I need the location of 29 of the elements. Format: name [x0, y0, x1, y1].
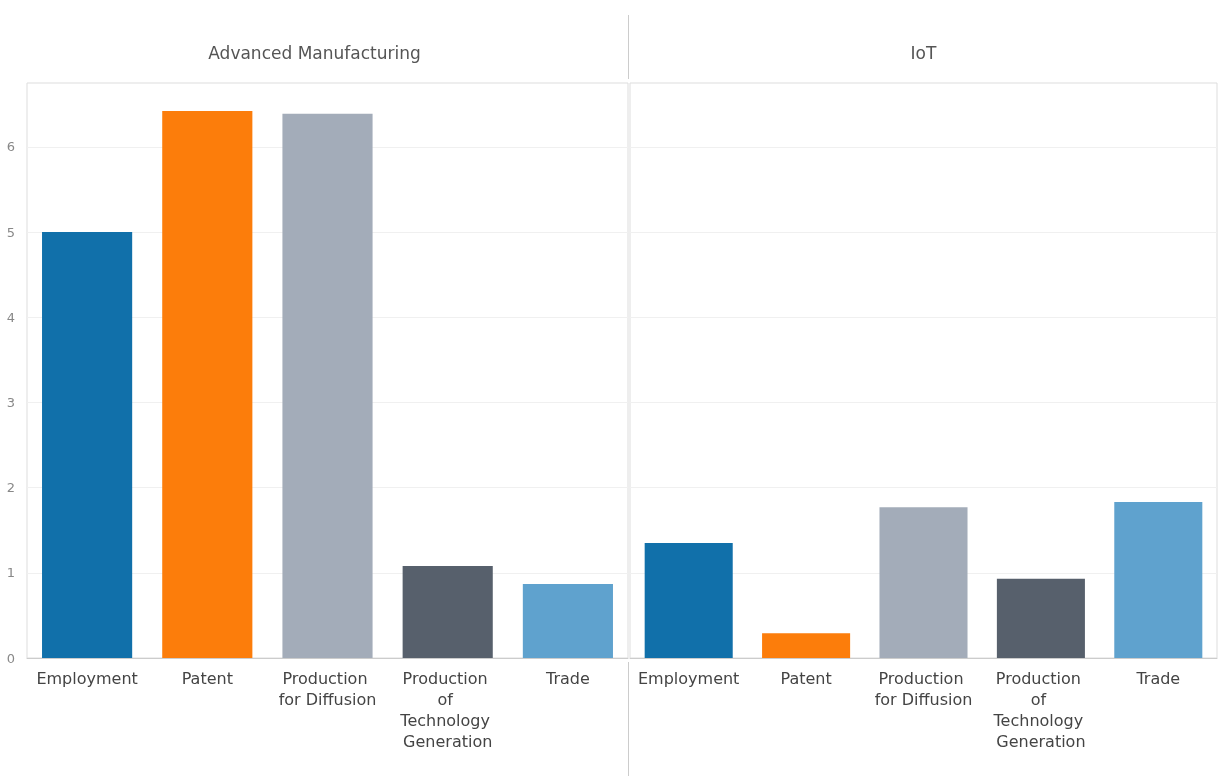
x-tick-label: Employment	[638, 669, 740, 688]
x-tick-label: Employment	[36, 669, 138, 688]
bar	[402, 566, 493, 658]
x-tick-label: Production of Technology Generation	[399, 669, 496, 751]
bar	[42, 232, 133, 658]
bar	[762, 633, 851, 658]
bar	[1114, 502, 1203, 658]
bar	[522, 583, 613, 658]
y-tick-label: 2	[6, 480, 15, 496]
bar	[644, 543, 733, 658]
x-tick-label: Patent	[181, 669, 233, 688]
x-tick-label: Production for Diffusion	[874, 669, 973, 709]
y-tick-label: 0	[6, 650, 15, 666]
bar	[996, 578, 1085, 658]
x-tick-label: Production for Diffusion	[278, 669, 377, 709]
chart-title: Advanced Manufacturing	[208, 42, 421, 63]
x-tick-label: Patent	[780, 669, 832, 688]
x-tick-label: Trade	[1135, 669, 1181, 688]
bar	[879, 507, 968, 658]
x-tick-label: Trade	[544, 669, 590, 688]
bar	[282, 113, 373, 658]
chart-title: IoT	[910, 42, 938, 63]
y-tick-label: 5	[6, 224, 15, 240]
y-tick-label: 1	[6, 565, 15, 581]
bar	[162, 111, 253, 658]
y-tick-label: 6	[6, 139, 15, 155]
y-tick-label: 3	[6, 394, 15, 410]
x-tick-label: Production of Technology Generation	[992, 669, 1089, 751]
y-tick-label: 4	[6, 309, 15, 325]
